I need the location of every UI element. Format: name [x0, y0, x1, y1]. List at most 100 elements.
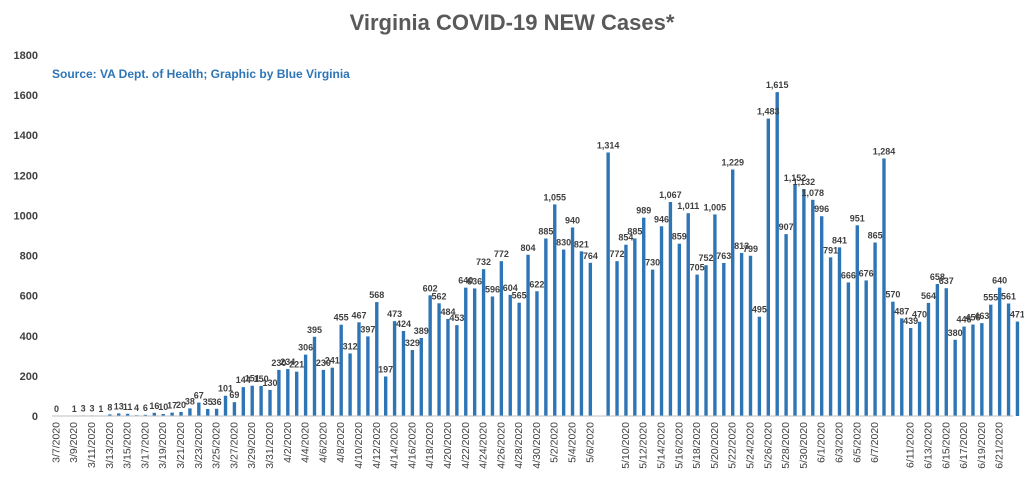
data-label: 752	[698, 253, 713, 263]
data-label: 676	[859, 268, 874, 278]
data-label: 395	[307, 325, 322, 335]
data-label: 561	[1001, 291, 1016, 301]
x-tick-label: 6/15/2020	[940, 422, 952, 469]
bar	[455, 325, 458, 416]
bar	[687, 213, 690, 416]
bar	[313, 337, 316, 416]
x-tick-label: 3/7/2020	[50, 422, 62, 463]
data-label: 1,615	[766, 80, 789, 90]
x-tick-label: 5/6/2020	[584, 422, 596, 463]
data-label: 463	[974, 311, 989, 321]
bar	[945, 288, 948, 416]
bar	[215, 409, 218, 416]
bar	[1016, 322, 1019, 416]
bar	[170, 413, 173, 416]
data-label: 570	[885, 290, 900, 300]
bar	[268, 390, 271, 416]
x-tick-label: 5/14/2020	[656, 422, 668, 469]
bar	[446, 319, 449, 416]
data-label: 772	[494, 249, 509, 259]
bar	[322, 370, 325, 416]
x-tick-label: 3/17/2020	[139, 422, 151, 469]
bar	[206, 409, 209, 416]
data-label: 0	[54, 404, 59, 414]
bar	[633, 239, 636, 416]
bar	[286, 369, 289, 416]
data-label: 841	[832, 235, 847, 245]
x-tick-label: 4/14/2020	[389, 422, 401, 469]
data-label: 1,055	[543, 192, 566, 202]
x-tick-label: 4/2/2020	[282, 422, 294, 463]
data-label: 470	[912, 310, 927, 320]
bar	[900, 318, 903, 416]
x-tick-label: 3/23/2020	[193, 422, 205, 469]
data-label: 568	[369, 290, 384, 300]
bar	[962, 327, 965, 416]
x-tick-label: 5/22/2020	[727, 422, 739, 469]
data-label: 495	[752, 305, 767, 315]
data-label: 453	[449, 313, 464, 323]
x-tick-label: 3/9/2020	[68, 422, 80, 463]
x-tick-label: 6/13/2020	[922, 422, 934, 469]
data-label: 640	[992, 276, 1007, 286]
bar	[464, 288, 467, 416]
data-label: 241	[325, 356, 340, 366]
bar	[473, 288, 476, 416]
data-label: 1,314	[597, 140, 620, 150]
bar	[188, 408, 191, 416]
bar	[411, 350, 414, 416]
x-tick-label: 4/20/2020	[442, 422, 454, 469]
data-label: 865	[868, 231, 883, 241]
source-note: Source: VA Dept. of Health; Graphic by B…	[52, 67, 350, 81]
bar	[980, 323, 983, 416]
data-label: 951	[850, 213, 865, 223]
bar	[366, 336, 369, 416]
bar	[295, 372, 298, 416]
bar	[660, 226, 663, 416]
bar	[722, 263, 725, 416]
x-tick-label: 4/8/2020	[335, 422, 347, 463]
x-tick-label: 5/28/2020	[780, 422, 792, 469]
data-label: 197	[378, 364, 393, 374]
data-label: 764	[583, 251, 598, 261]
data-label: 1	[72, 404, 77, 414]
x-tick-label: 5/10/2020	[620, 422, 632, 469]
data-label: 799	[743, 244, 758, 254]
x-tick-label: 5/24/2020	[745, 422, 757, 469]
bar	[1007, 303, 1010, 416]
bar	[393, 321, 396, 416]
data-label: 705	[690, 263, 705, 273]
x-tick-label: 6/5/2020	[851, 422, 863, 463]
data-label: 471	[1010, 310, 1024, 320]
data-label: 763	[716, 251, 731, 261]
x-tick-label: 6/17/2020	[958, 422, 970, 469]
data-label: 885	[627, 227, 642, 237]
bar	[758, 317, 761, 416]
bar	[331, 368, 334, 416]
bar	[864, 280, 867, 416]
x-tick-label: 4/28/2020	[513, 422, 525, 469]
bar	[428, 295, 431, 416]
bar	[989, 305, 992, 416]
bar	[998, 288, 1001, 416]
data-label: 636	[467, 276, 482, 286]
data-label: 3	[81, 403, 86, 413]
y-tick-label: 1000	[14, 210, 38, 222]
y-tick-label: 400	[20, 331, 38, 343]
x-tick-label: 3/15/2020	[122, 422, 134, 469]
bar	[509, 295, 512, 416]
bar	[829, 257, 832, 416]
x-tick-label: 5/30/2020	[798, 422, 810, 469]
x-tick-label: 6/11/2020	[905, 422, 917, 468]
bar	[384, 376, 387, 416]
bar	[375, 302, 378, 416]
bar	[348, 353, 351, 416]
x-tick-label: 5/4/2020	[567, 422, 579, 463]
data-label: 473	[387, 309, 402, 319]
data-label: 424	[396, 319, 411, 329]
bar	[784, 234, 787, 416]
data-label: 940	[565, 215, 580, 225]
